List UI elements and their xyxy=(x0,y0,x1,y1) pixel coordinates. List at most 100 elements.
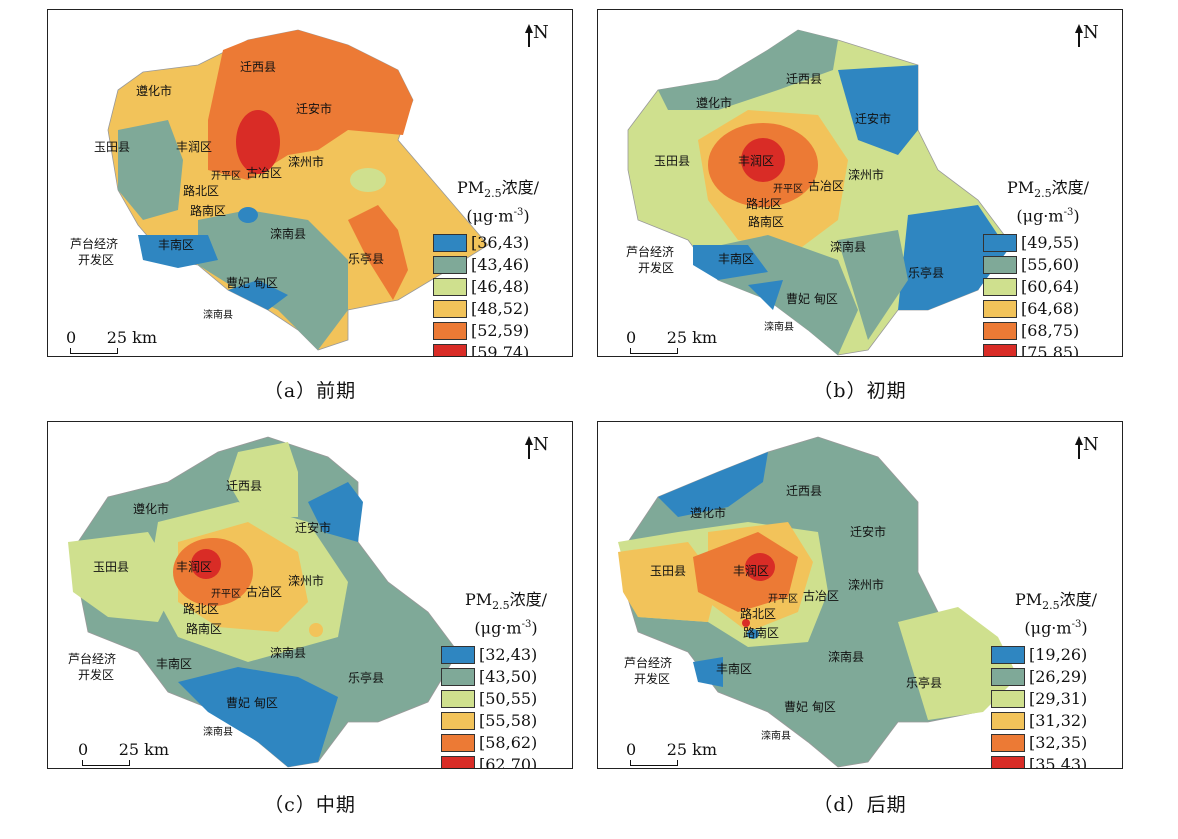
place-luanzhou: 滦州市 xyxy=(848,578,885,592)
place-luannan: 滦南县 xyxy=(270,227,307,241)
legend-row: [32,35) xyxy=(991,732,1121,754)
map-panel-b: 迁西县 遵化市 迁安市 玉田县 丰润区 滦州市 开平区 古冶区 路北区 路南区 … xyxy=(597,9,1123,357)
scale-bar: 0 25 km xyxy=(626,740,717,766)
legend-row: [48,52) xyxy=(433,298,563,320)
place-caofeidian: 曹妃 甸区 xyxy=(226,696,278,710)
place-kaiping: 开平区 xyxy=(211,589,241,600)
scale-bar: 0 25 km xyxy=(66,328,157,354)
legend-title: PM2.5浓度/ xyxy=(464,590,548,613)
place-fengnan: 丰南区 xyxy=(158,238,195,252)
place-fengrun: 丰润区 xyxy=(733,564,770,578)
place-kaiping: 开平区 xyxy=(768,594,798,605)
place-yutian: 玉田县 xyxy=(650,564,687,578)
place-luannan: 滦南县 xyxy=(270,646,307,660)
place-luannan: 滦南县 xyxy=(830,240,867,254)
place-fengrun: 丰润区 xyxy=(176,560,213,574)
caption-c: （c）中期 xyxy=(264,794,356,816)
legend-row: [55,58) xyxy=(441,710,571,732)
legend-row: [31,32) xyxy=(991,710,1121,732)
place-lutai-2: 开发区 xyxy=(78,253,115,267)
place-lunan: 路南区 xyxy=(186,622,223,636)
place-qianan: 迁安市 xyxy=(850,525,887,539)
place-lutai-1: 芦台经济 xyxy=(624,656,673,670)
pm25-map-a xyxy=(107,29,489,351)
place-zunhua: 遵化市 xyxy=(696,96,733,110)
place-luanzhou: 滦州市 xyxy=(848,168,885,182)
place-laoting: 乐亭县 xyxy=(348,252,385,266)
place-fengrun: 丰润区 xyxy=(738,154,775,168)
north-arrow: N xyxy=(1075,434,1099,459)
place-qianxi: 迁西县 xyxy=(786,484,823,498)
place-yutian: 玉田县 xyxy=(654,154,691,168)
pm25-map-b xyxy=(627,29,1009,356)
legend-row: [43,50) xyxy=(441,666,571,688)
place-lutai-2: 开发区 xyxy=(78,668,115,682)
place-luanzhou: 滦州市 xyxy=(288,155,325,169)
legend-b: PM2.5浓度/ (μg·m-3) [49,55) [55,60) [60,64… xyxy=(983,178,1113,356)
legend-row: [59,74) xyxy=(433,342,563,356)
place-fengrun: 丰润区 xyxy=(176,140,213,154)
legend-row: [60,64) xyxy=(983,276,1113,298)
map-panel-a: 迁西县 遵化市 迁安市 玉田县 丰润区 滦州市 开平区 古冶区 路北区 路南区 … xyxy=(47,9,573,357)
map-panel-c: 迁西县 遵化市 迁安市 玉田县 丰润区 滦州市 开平区 古冶区 路北区 路南区 … xyxy=(47,421,573,769)
place-lubei: 路北区 xyxy=(183,602,220,616)
legend-c: PM2.5浓度/ (μg·m-3) [32,43) [43,50) [50,55… xyxy=(441,590,571,768)
legend-row: [19,26) xyxy=(991,644,1121,666)
place-luanzhou: 滦州市 xyxy=(288,574,325,588)
place-lubei: 路北区 xyxy=(740,607,777,621)
north-arrow: N xyxy=(1075,22,1099,47)
caption-b: （b）初期 xyxy=(813,380,907,402)
place-luannan-small: 滦南县 xyxy=(203,727,233,738)
legend-unit: (μg·m-3) xyxy=(1024,618,1088,638)
pm25-map-c xyxy=(68,436,459,768)
pm25-map-d xyxy=(618,436,1018,768)
place-caofeidian: 曹妃 甸区 xyxy=(784,700,836,714)
place-fengnan: 丰南区 xyxy=(718,252,755,266)
legend-title: PM2.5浓度/ xyxy=(1014,590,1098,613)
place-qianan: 迁安市 xyxy=(296,102,333,116)
place-laoting: 乐亭县 xyxy=(348,671,385,685)
north-arrow-icon xyxy=(1075,436,1083,445)
legend-d: PM2.5浓度/ (μg·m-3) [19,26) [26,29) [29,31… xyxy=(991,590,1121,768)
legend-row: [43,46) xyxy=(433,254,563,276)
legend-unit: (μg·m-3) xyxy=(1016,206,1080,226)
legend-a: PM2.5浓度/ (μg·m-3) [36,43) [43,46) [46,48… xyxy=(433,178,563,356)
place-lubei: 路北区 xyxy=(183,184,220,198)
legend-row: [26,29) xyxy=(991,666,1121,688)
legend-row: [75,85) xyxy=(983,342,1113,356)
legend-row: [68,75) xyxy=(983,320,1113,342)
place-lutai-1: 芦台经济 xyxy=(70,237,119,251)
place-kaiping: 开平区 xyxy=(211,171,241,182)
map-panel-d: 迁西县 遵化市 迁安市 玉田县 丰润区 滦州市 开平区 古冶区 路北区 路南区 … xyxy=(597,421,1123,769)
place-lunan: 路南区 xyxy=(190,204,227,218)
place-yutian: 玉田县 xyxy=(94,140,131,154)
north-label: N xyxy=(533,434,549,455)
legend-title: PM2.5浓度/ xyxy=(1006,178,1090,201)
place-caofeidian: 曹妃 甸区 xyxy=(786,292,838,306)
place-guye: 古冶区 xyxy=(246,166,283,180)
place-kaiping: 开平区 xyxy=(773,184,803,195)
place-luannan-small: 滦南县 xyxy=(203,310,233,321)
caption-d: （d）后期 xyxy=(813,794,907,816)
legend-title: PM2.5浓度/ xyxy=(456,178,540,201)
scale-bar: 0 25 km xyxy=(78,740,169,766)
north-arrow: N xyxy=(525,22,549,47)
legend-unit: (μg·m-3) xyxy=(474,618,538,638)
scale-bar: 0 25 km xyxy=(626,328,717,354)
caption-a: （a）前期 xyxy=(263,380,357,402)
place-lutai-1: 芦台经济 xyxy=(626,245,675,259)
place-lutai-2: 开发区 xyxy=(634,672,671,686)
legend-row: [58,62) xyxy=(441,732,571,754)
legend-row: [46,48) xyxy=(433,276,563,298)
place-qianan: 迁安市 xyxy=(855,112,892,126)
legend-row: [36,43) xyxy=(433,232,563,254)
north-arrow-icon xyxy=(1075,24,1083,33)
north-label: N xyxy=(533,22,549,43)
legend-row: [50,55) xyxy=(441,688,571,710)
legend-row: [64,68) xyxy=(983,298,1113,320)
legend-row: [55,60) xyxy=(983,254,1113,276)
place-lutai-1: 芦台经济 xyxy=(68,652,117,666)
place-luannan: 滦南县 xyxy=(828,650,865,664)
place-qianxi: 迁西县 xyxy=(786,72,823,86)
place-luannan-small: 滦南县 xyxy=(761,731,791,742)
